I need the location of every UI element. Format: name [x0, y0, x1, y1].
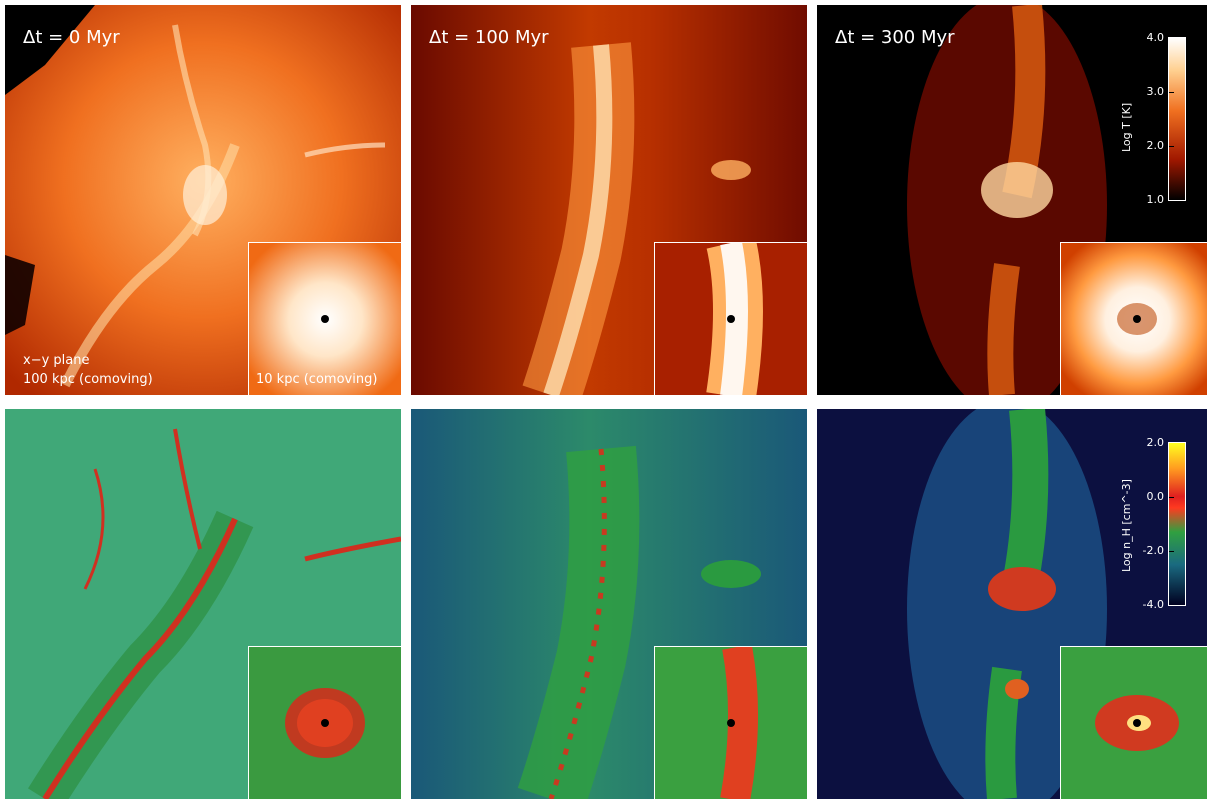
density-colorbar-gradient	[1168, 442, 1186, 606]
temperature-panel-100myr: Δt = 100 Myr	[411, 5, 807, 395]
density-inset-0myr	[248, 646, 401, 799]
temperature-colorbar: 4.0 3.0 2.0 1.0 Log T [K]	[1112, 31, 1192, 207]
cbar-tick: -2.0	[1142, 544, 1164, 557]
cbar-tick: 4.0	[1146, 31, 1165, 44]
time-label: Δt = 100 Myr	[429, 27, 549, 48]
cbar-title: Log n_H [cm^-3]	[1120, 479, 1133, 572]
density-colorbar: 2.0 0.0 -2.0 -4.0 Log n_H [cm^-3]	[1112, 436, 1192, 612]
temperature-map-100myr	[411, 5, 807, 395]
cbar-tick: 1.0	[1146, 193, 1165, 206]
density-panel-100myr	[411, 409, 807, 799]
black-hole-marker	[727, 315, 735, 323]
cbar-title: Log T [K]	[1120, 102, 1133, 152]
density-inset-300myr	[1060, 646, 1207, 799]
temperature-panel-0myr: Δt = 0 Myr x−y plane 100 kpc (comoving) …	[5, 5, 401, 395]
density-inset-100myr	[654, 646, 807, 799]
cbar-tick: 2.0	[1146, 436, 1165, 449]
temperature-colorbar-gradient	[1168, 37, 1186, 201]
cbar-tick: -4.0	[1142, 598, 1164, 611]
temperature-map-0myr	[5, 5, 401, 395]
black-hole-marker	[727, 719, 735, 727]
inset-scale-label: 10 kpc (comoving)	[256, 372, 378, 387]
cbar-tick: 0.0	[1146, 490, 1165, 503]
temperature-panel-300myr: Δt = 300 Myr 4.0 3.0 2.0 1.0 Log T [K]	[817, 5, 1207, 395]
temperature-inset-0myr	[248, 242, 401, 395]
cbar-tick: 2.0	[1146, 139, 1165, 152]
density-panel-0myr	[5, 409, 401, 799]
main-scale-label: 100 kpc (comoving)	[23, 372, 153, 387]
time-label: Δt = 300 Myr	[835, 27, 955, 48]
plane-label: x−y plane	[23, 353, 90, 368]
black-hole-marker	[1133, 719, 1141, 727]
black-hole-marker	[321, 719, 329, 727]
time-label: Δt = 0 Myr	[23, 27, 120, 48]
temperature-inset-300myr	[1060, 242, 1207, 395]
density-panel-300myr: 2.0 0.0 -2.0 -4.0 Log n_H [cm^-3]	[817, 409, 1207, 799]
black-hole-marker	[321, 315, 329, 323]
cbar-tick: 3.0	[1146, 85, 1165, 98]
temperature-inset-100myr	[654, 242, 807, 395]
black-hole-marker	[1133, 315, 1141, 323]
